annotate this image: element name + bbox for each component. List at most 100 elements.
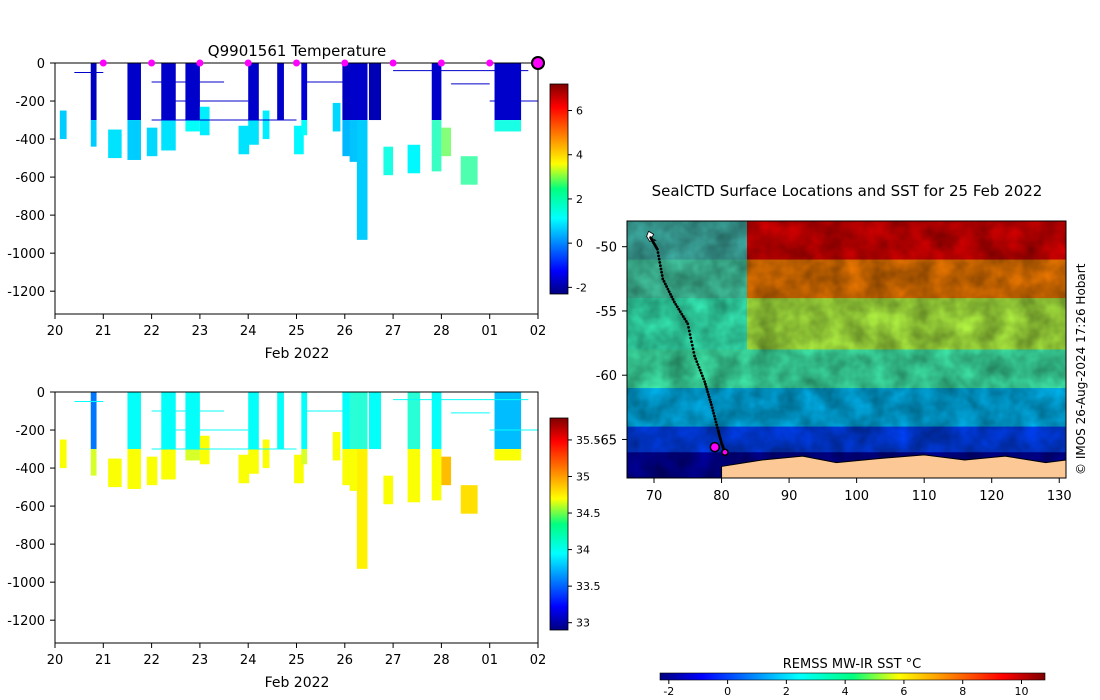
profile-surface-layer xyxy=(342,63,351,121)
profile-deep-layer xyxy=(238,125,250,155)
track-point xyxy=(692,350,696,354)
profile-surface-layer xyxy=(342,392,351,450)
colorbar-tick-label: 33.5 xyxy=(576,580,601,593)
profile-surface-layer xyxy=(161,392,176,450)
x-tick-label: 26 xyxy=(337,324,354,339)
profile-deep-layer xyxy=(238,454,250,484)
profile-deep-layer xyxy=(90,120,97,147)
profile-deep-layer xyxy=(248,120,259,145)
track-point xyxy=(686,322,690,326)
profile-surface-layer xyxy=(90,63,97,121)
antarctica-landmass xyxy=(721,454,1066,478)
profile-surface-layer xyxy=(127,392,141,450)
profile-deep-layer xyxy=(248,449,259,474)
track-point xyxy=(662,279,666,283)
profile-date-marker xyxy=(196,59,204,67)
x-tick-label: 24 xyxy=(240,653,257,668)
track-point xyxy=(712,411,716,415)
y-tick-label: 0 xyxy=(37,57,45,72)
track-point xyxy=(687,329,691,333)
x-tick-label: 20 xyxy=(47,324,64,339)
track-point xyxy=(707,393,710,396)
y-tick-label: -400 xyxy=(15,133,45,148)
track-point xyxy=(690,340,693,344)
x-tick-label: 28 xyxy=(433,324,450,339)
x-tick-label: 25 xyxy=(288,653,305,668)
map-title: SealCTD Surface Locations and SST for 25… xyxy=(652,182,1043,200)
profile-surface-layer xyxy=(356,63,368,121)
profile-deep-layer xyxy=(146,127,158,157)
profile-deep-layer xyxy=(59,110,67,140)
y-tick-label: -200 xyxy=(15,424,45,439)
salinity-colorbar xyxy=(549,417,569,631)
profile-date-marker xyxy=(437,59,445,67)
track-point xyxy=(697,365,701,369)
y-tick-label: -1000 xyxy=(7,247,45,262)
profile-deep-layer xyxy=(199,435,210,465)
x-tick-label: 26 xyxy=(337,653,354,668)
map-x-tick-label: 120 xyxy=(979,489,1004,504)
sst-colorbar-tick-label: -2 xyxy=(663,685,674,698)
profile-date-marker xyxy=(293,59,300,67)
sst-colorbar-tick-label: 4 xyxy=(842,685,849,698)
track-point xyxy=(710,403,713,407)
profile-date-marker xyxy=(148,59,156,67)
y-tick-label: 0 xyxy=(37,386,45,401)
sst-map xyxy=(627,221,1066,478)
profile-deep-layer xyxy=(431,120,442,172)
track-point xyxy=(669,292,672,296)
track-point xyxy=(660,270,663,274)
profile-deep-layer xyxy=(294,125,304,155)
colorbar-tick-label: 4 xyxy=(576,149,583,162)
track-point xyxy=(695,360,699,364)
x-tick-label: 25 xyxy=(288,324,305,339)
profile-surface-layer xyxy=(277,392,284,450)
map-axes: 70 80 90 100 110 120 130 -50 -55 -60 -65 xyxy=(596,241,1072,504)
profile-deep-layer xyxy=(460,156,478,185)
track-point xyxy=(681,315,685,318)
temperature-x-axis-label: Feb 2022 xyxy=(265,346,330,362)
y-tick-label: -400 xyxy=(15,462,45,477)
temperature-colorbar-ticks: -2 0 2 4 6 xyxy=(568,105,587,294)
track-point xyxy=(699,371,703,375)
x-tick-label: 27 xyxy=(385,324,402,339)
x-tick-label: 28 xyxy=(433,653,450,668)
x-tick-label: 24 xyxy=(240,324,257,339)
colorbar-tick-label: 34 xyxy=(576,544,590,557)
colorbar-tick-label: -2 xyxy=(576,281,587,294)
y-tick-label: -600 xyxy=(15,171,45,186)
profile-deep-layer xyxy=(332,431,341,461)
track-point xyxy=(684,319,688,323)
profile-surface-layer xyxy=(185,63,200,121)
track-point xyxy=(704,382,707,386)
track-point xyxy=(656,251,660,254)
track-point xyxy=(677,307,681,311)
sst-colorbar-tick-label: 2 xyxy=(783,685,790,698)
profile-surface-layer xyxy=(368,63,382,121)
track-point xyxy=(671,297,675,301)
track-point xyxy=(711,409,715,412)
track-point xyxy=(713,417,717,421)
track-point xyxy=(715,423,719,427)
sst-texture xyxy=(627,221,1066,478)
profile-surface-layer xyxy=(356,392,368,450)
colorbar-tick-label: 34.5 xyxy=(576,507,601,520)
track-point xyxy=(710,406,714,410)
x-tick-label: 01 xyxy=(481,653,498,668)
track-point xyxy=(704,385,708,389)
track-point xyxy=(678,310,682,314)
track-point xyxy=(702,377,705,381)
x-tick-label: 21 xyxy=(95,653,112,668)
profile-surface-layer xyxy=(127,63,141,121)
y-tick-label: -1200 xyxy=(7,614,45,629)
colorbar-tick-label: 35.5 xyxy=(576,434,601,447)
profile-deep-layer xyxy=(356,449,368,569)
colorbar-tick-label: 0 xyxy=(576,237,583,250)
map-x-tick-label: 130 xyxy=(1047,489,1072,504)
profile-surface-layer xyxy=(494,392,522,450)
map-x-tick-label: 70 xyxy=(646,489,663,504)
profile-surface-layer xyxy=(185,392,200,450)
profile-deep-layer xyxy=(494,449,522,461)
map-y-tick-label: -55 xyxy=(596,305,617,320)
profile-deep-layer xyxy=(146,456,158,486)
